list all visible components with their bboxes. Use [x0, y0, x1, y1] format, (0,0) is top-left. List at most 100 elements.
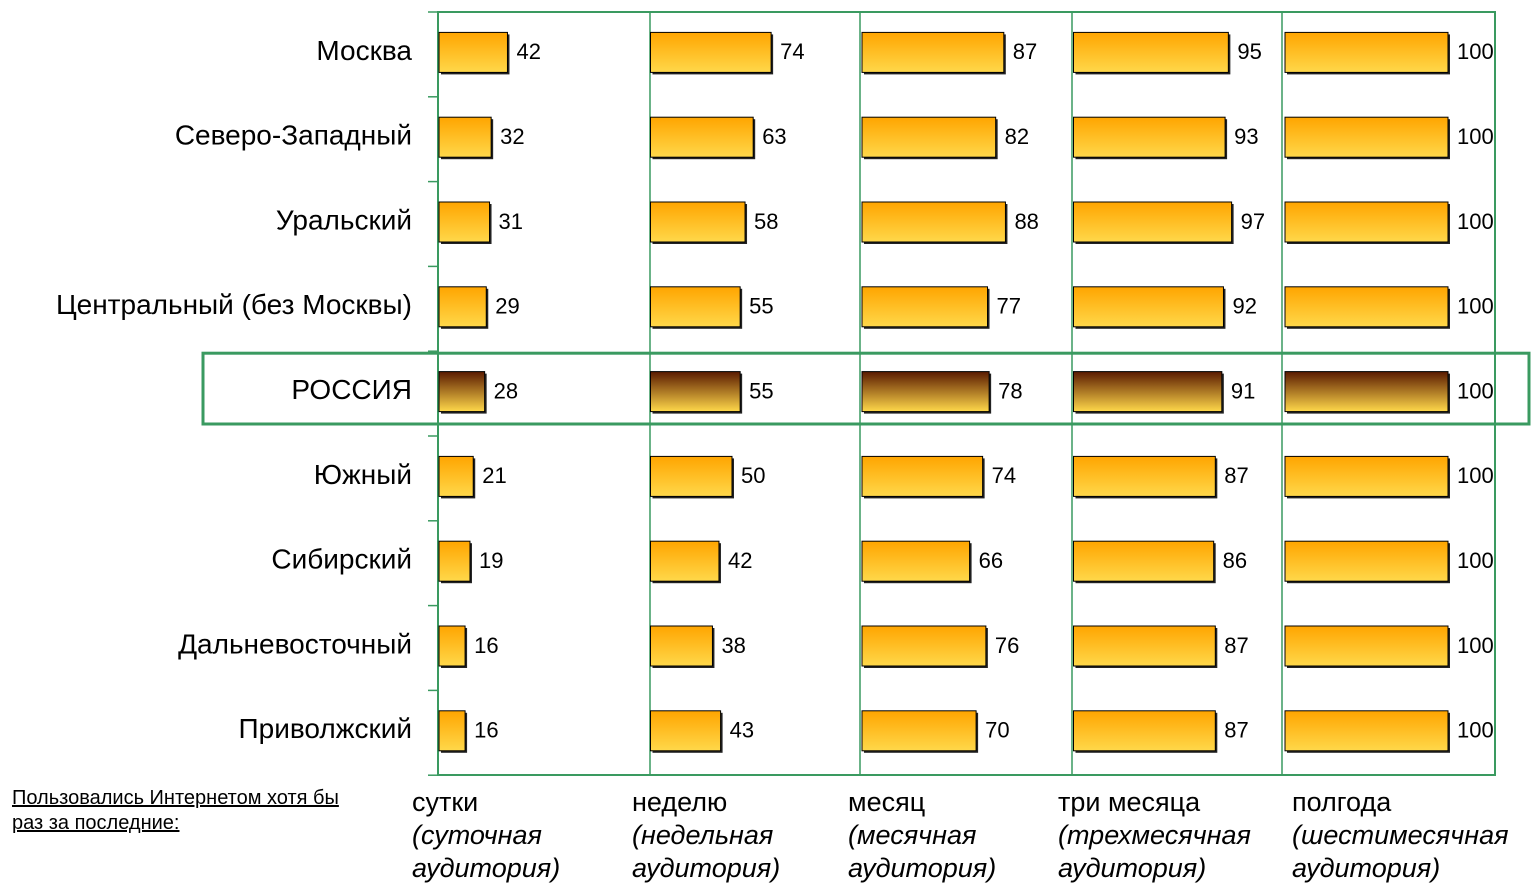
- value-label: 74: [780, 39, 804, 64]
- panel-label: полгода (шестимесячная аудитория): [1292, 786, 1532, 885]
- value-label: 21: [482, 463, 506, 488]
- bar: [1284, 455, 1449, 497]
- panel-label: сутки (суточная аудитория): [412, 786, 612, 885]
- bar: [861, 201, 1006, 243]
- value-label: 58: [754, 209, 778, 234]
- value-label: 16: [474, 718, 498, 743]
- value-label: 100: [1457, 294, 1494, 319]
- value-label: 82: [1005, 124, 1029, 149]
- panel-subtitle: (недельная аудитория): [632, 820, 781, 883]
- bar: [650, 201, 746, 243]
- value-label: 32: [500, 124, 524, 149]
- value-label: 55: [749, 378, 773, 403]
- value-label: 87: [1224, 463, 1248, 488]
- highlight-frame: [201, 351, 1531, 426]
- bar: [1073, 201, 1233, 243]
- bar: [438, 625, 466, 667]
- panel-subtitle: (месячная аудитория): [848, 820, 997, 883]
- panel-subtitle: (шестимесячная аудитория): [1292, 820, 1509, 883]
- bar: [1284, 625, 1449, 667]
- note: Пользовались Интернетом хотя бы раз за п…: [12, 787, 339, 834]
- bar: [861, 710, 977, 752]
- value-label: 43: [730, 718, 754, 743]
- bar: [438, 371, 486, 413]
- bar: [438, 455, 474, 497]
- value-label: 31: [499, 209, 523, 234]
- value-label: 86: [1223, 548, 1247, 573]
- bar: [650, 371, 741, 413]
- bar: [861, 540, 971, 582]
- category-label: Южный: [314, 459, 412, 490]
- value-label: 38: [721, 633, 745, 658]
- bar: [1073, 540, 1215, 582]
- bar: [1284, 286, 1449, 328]
- value-label: 97: [1241, 209, 1265, 234]
- value-label: 100: [1457, 209, 1494, 234]
- value-label: 95: [1237, 39, 1261, 64]
- value-label: 42: [728, 548, 752, 573]
- value-label: 77: [997, 294, 1021, 319]
- bar: [1073, 371, 1223, 413]
- category-label: Москва: [316, 35, 412, 66]
- bar: [861, 371, 990, 413]
- bar: [650, 31, 772, 73]
- value-label: 16: [474, 633, 498, 658]
- panel-name: полгода: [1292, 787, 1392, 817]
- value-label: 100: [1457, 718, 1494, 743]
- bar: [438, 116, 492, 158]
- bar: [861, 625, 987, 667]
- panel-name: сутки: [412, 787, 479, 817]
- value-label: 93: [1234, 124, 1258, 149]
- category-label: РОССИЯ: [291, 374, 412, 405]
- category-label: Уральский: [276, 204, 412, 235]
- value-label: 63: [762, 124, 786, 149]
- category-label: Сибирский: [271, 544, 412, 575]
- category-label: Приволжский: [239, 713, 412, 744]
- bar: [438, 201, 491, 243]
- bar: [438, 31, 508, 73]
- bar: [438, 286, 487, 328]
- value-label: 100: [1457, 633, 1494, 658]
- panel-name: неделю: [632, 787, 728, 817]
- value-label: 91: [1231, 378, 1255, 403]
- value-label: 70: [985, 718, 1009, 743]
- bar: [1284, 116, 1449, 158]
- panel-subtitle: (трехмесячная аудитория): [1058, 820, 1251, 883]
- bar: [1073, 455, 1216, 497]
- value-label: 100: [1457, 548, 1494, 573]
- value-label: 87: [1224, 633, 1248, 658]
- bar: [1073, 286, 1224, 328]
- value-label: 55: [749, 294, 773, 319]
- bar: [861, 455, 984, 497]
- value-label: 100: [1457, 124, 1494, 149]
- plot-frame: [437, 11, 1496, 776]
- category-label: Центральный (без Москвы): [56, 289, 412, 320]
- bar: [650, 710, 722, 752]
- panel-label: три месяца (трехмесячная аудитория): [1058, 786, 1258, 885]
- value-label: 42: [516, 39, 540, 64]
- category-label: Дальневосточный: [178, 628, 412, 659]
- panel-label: месяц (месячная аудитория): [848, 786, 1048, 885]
- bar: [650, 625, 713, 667]
- panel-label: неделю (недельная аудитория): [632, 786, 832, 885]
- bar: [1073, 116, 1226, 158]
- bar: [1284, 31, 1449, 73]
- bar: [438, 710, 466, 752]
- value-label: 74: [992, 463, 1016, 488]
- value-label: 88: [1014, 209, 1038, 234]
- bar: [1284, 201, 1449, 243]
- bar: [1284, 371, 1449, 413]
- value-label: 87: [1224, 718, 1248, 743]
- value-label: 76: [995, 633, 1019, 658]
- value-label: 66: [979, 548, 1003, 573]
- category-label: Северо-Западный: [175, 120, 412, 151]
- bar: [861, 31, 1005, 73]
- panel-name: три месяца: [1058, 787, 1201, 817]
- bar: [1073, 710, 1216, 752]
- bar: [861, 286, 989, 328]
- value-label: 28: [494, 378, 518, 403]
- bar: [650, 286, 741, 328]
- value-label: 19: [479, 548, 503, 573]
- bar: [1073, 31, 1229, 73]
